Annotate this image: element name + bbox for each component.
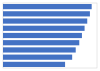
bar [3, 62, 65, 67]
bar [3, 26, 85, 31]
bar [3, 11, 90, 16]
bar [3, 55, 72, 60]
bar [3, 47, 76, 52]
bar [3, 40, 79, 45]
plot-frame [3, 3, 97, 68]
bar [3, 33, 82, 38]
bar [3, 18, 87, 23]
chart-svg [0, 0, 100, 71]
bar [3, 4, 92, 9]
bars [3, 4, 92, 67]
chart-container [0, 0, 100, 71]
